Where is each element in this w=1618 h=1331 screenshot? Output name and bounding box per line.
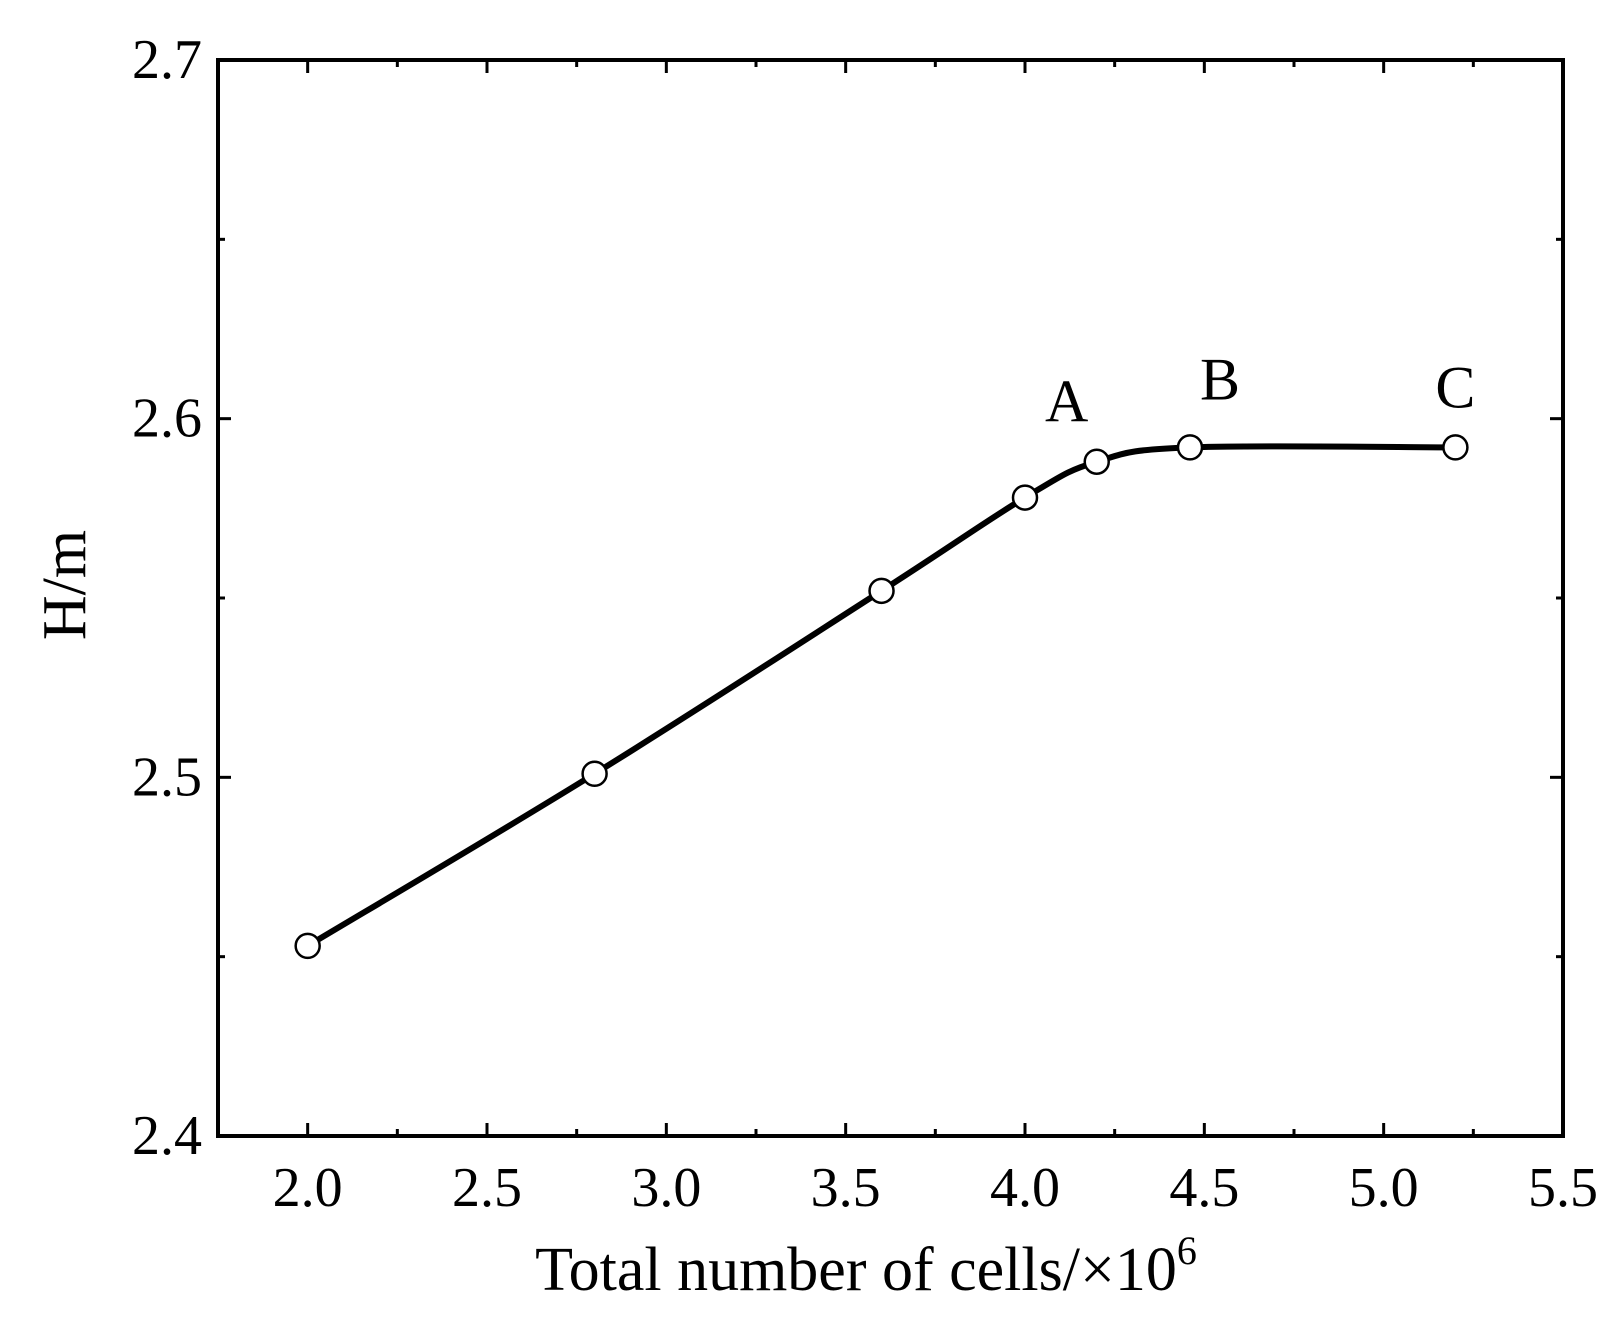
x-tick-label: 5.0 — [1349, 1157, 1419, 1219]
y-tick-label: 2.6 — [132, 388, 202, 450]
series-line — [304, 443, 1459, 949]
x-tick-label: 2.0 — [273, 1157, 343, 1219]
y-tick-label: 2.5 — [132, 746, 202, 808]
x-tick-label: 4.5 — [1169, 1157, 1239, 1219]
x-tick-label: 5.5 — [1528, 1157, 1598, 1219]
point-label: B — [1200, 346, 1240, 412]
point-label: C — [1435, 354, 1475, 420]
series — [294, 434, 1469, 960]
y-axis-label: H/m — [31, 530, 99, 640]
data-point — [1442, 434, 1469, 461]
x-tick-label: 4.0 — [990, 1157, 1060, 1219]
data-point — [868, 577, 895, 605]
y-tick-label: 2.7 — [132, 29, 202, 91]
data-point — [1011, 484, 1039, 511]
data-point — [581, 760, 608, 787]
data-point — [1176, 434, 1204, 461]
y-tick-label: 2.4 — [132, 1105, 202, 1167]
x-tick-label: 3.0 — [631, 1157, 701, 1219]
x-axis-label: Total number of cells/×106 — [535, 1228, 1197, 1304]
x-tick-label: 2.5 — [452, 1157, 522, 1219]
data-point — [294, 932, 321, 960]
x-tick-label: 3.5 — [811, 1157, 881, 1219]
data-point — [1083, 448, 1110, 475]
point-labels: A B C — [1045, 346, 1475, 434]
point-label: A — [1045, 369, 1088, 435]
ticks: 2.0 2.5 3.0 3.5 4.0 4.5 5.0 5.5 2.4 2.5 2.6 2.7 — [132, 29, 1598, 1219]
